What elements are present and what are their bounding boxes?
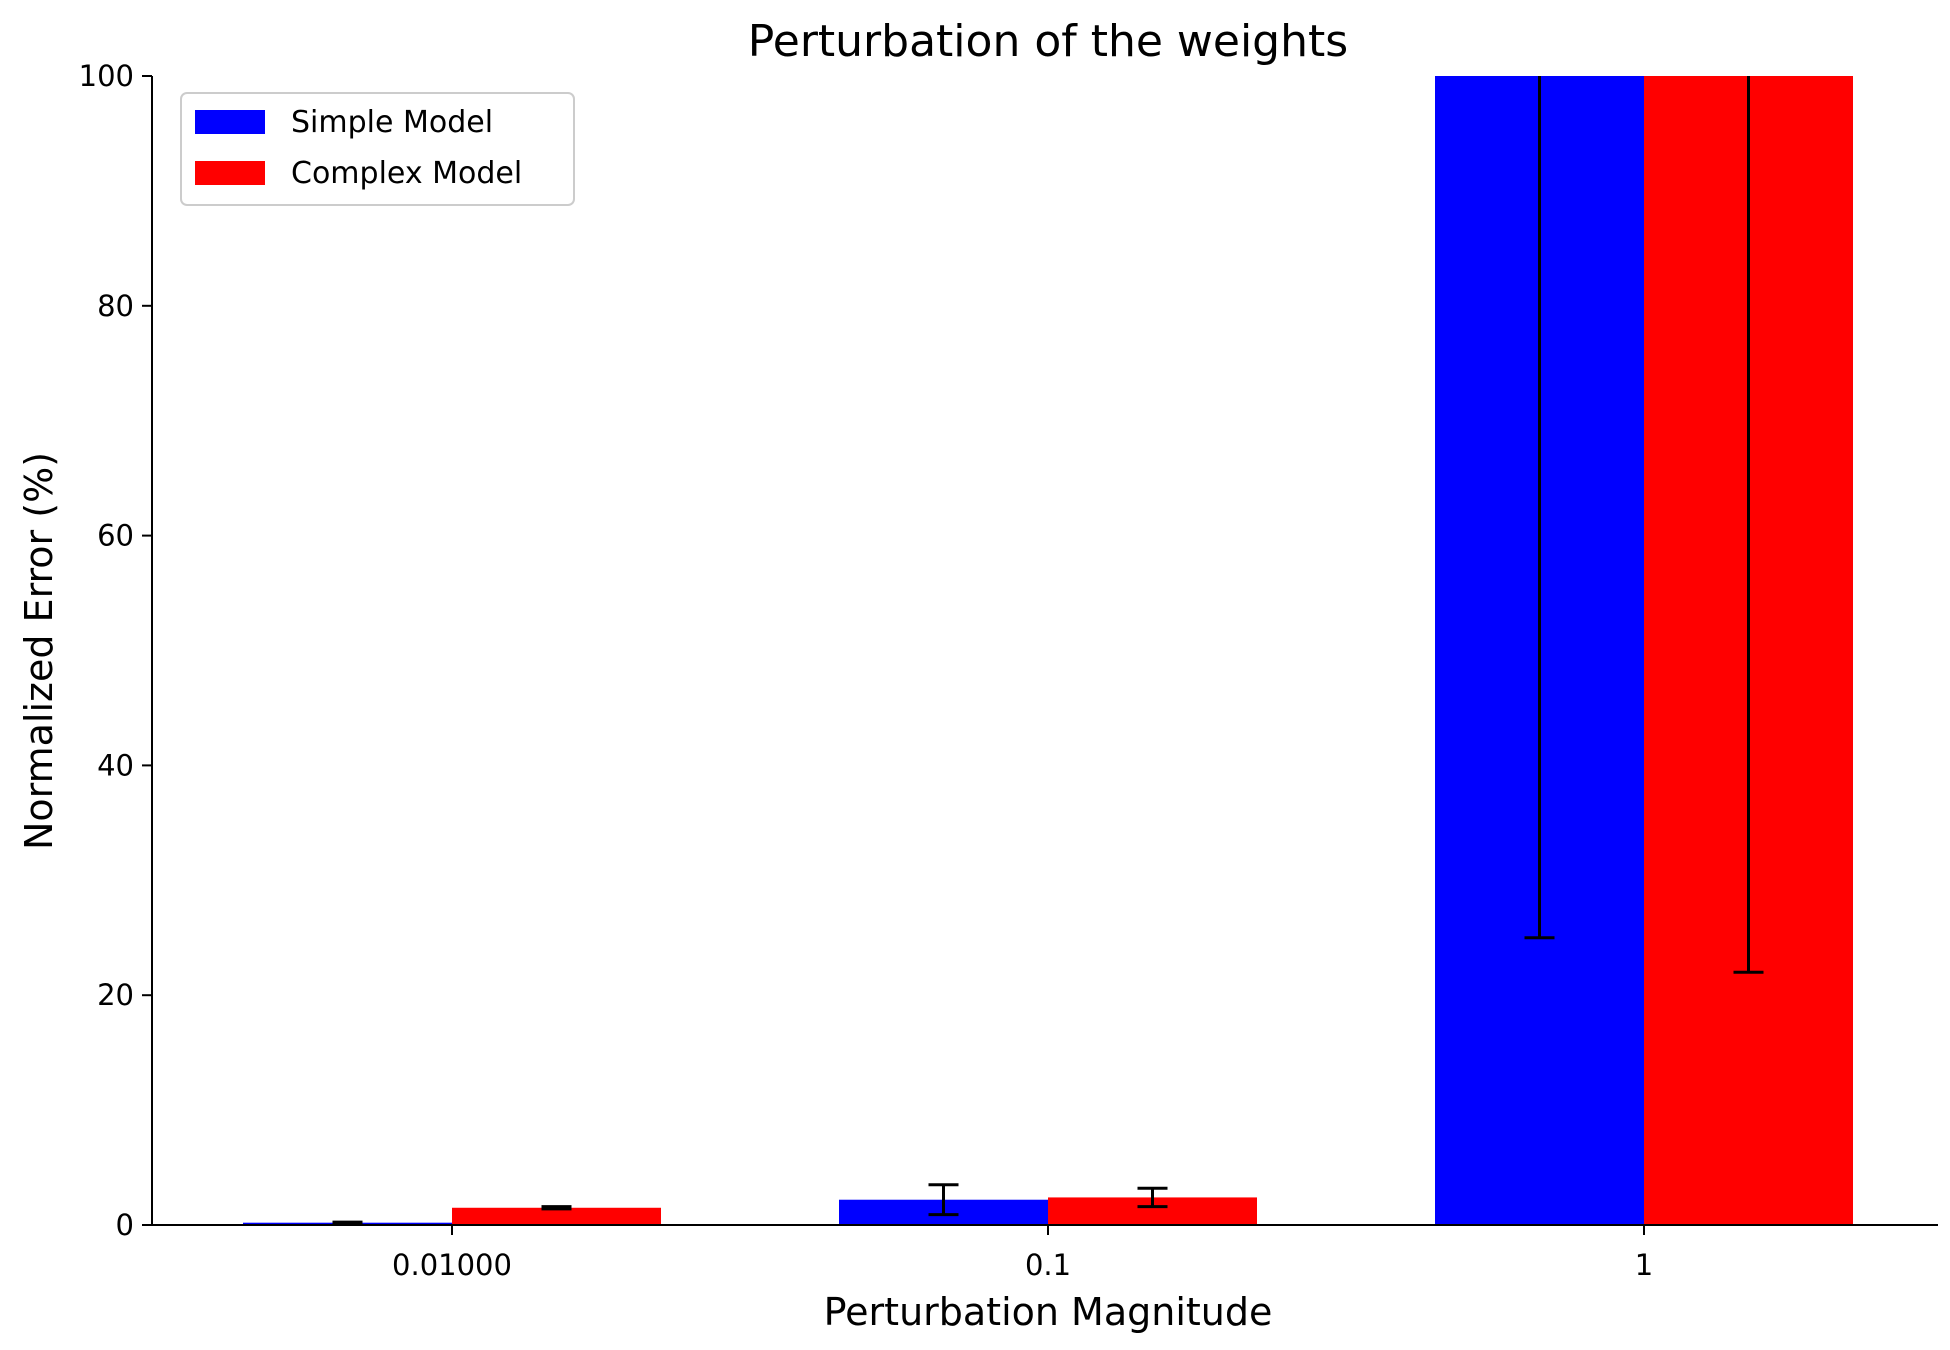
x-tick-label: 0.01000 bbox=[392, 1248, 512, 1282]
chart-title: Perturbation of the weights bbox=[748, 16, 1348, 67]
legend-label-simple-model: Simple Model bbox=[291, 105, 493, 140]
legend-swatch-simple-model bbox=[195, 110, 265, 134]
y-tick-label: 20 bbox=[97, 978, 134, 1012]
legend: Simple Model Complex Model bbox=[180, 92, 575, 206]
y-axis-label: Normalized Error (%) bbox=[17, 452, 61, 850]
bar-complex-model-0 bbox=[452, 1207, 661, 1225]
x-axis-label: Perturbation Magnitude bbox=[824, 1290, 1273, 1334]
x-tick-label: 0.1 bbox=[1025, 1248, 1071, 1282]
x-tick-label: 1 bbox=[1635, 1248, 1653, 1282]
y-tick-label: 40 bbox=[97, 748, 134, 782]
y-tick-label: 0 bbox=[116, 1208, 134, 1242]
y-tick-label: 80 bbox=[97, 289, 134, 323]
legend-frame bbox=[180, 92, 575, 206]
legend-swatch-complex-model bbox=[195, 161, 265, 185]
y-tick-label: 100 bbox=[79, 59, 134, 93]
y-tick-label: 60 bbox=[97, 519, 134, 553]
legend-label-complex-model: Complex Model bbox=[291, 156, 522, 191]
